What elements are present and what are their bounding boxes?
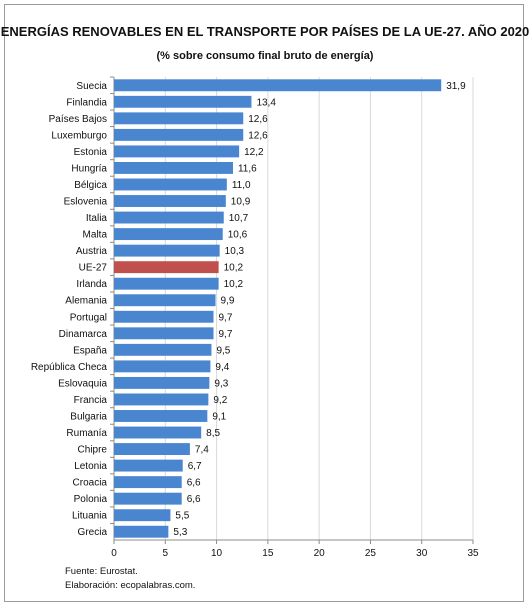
- data-label: 9,7: [218, 312, 232, 323]
- x-tick-label: 25: [365, 548, 377, 559]
- data-label: 9,7: [218, 329, 232, 340]
- bar: [114, 128, 244, 141]
- data-label: 10,6: [228, 230, 248, 241]
- credit-note: Elaboración: ecopalabras.com.: [65, 580, 196, 591]
- bar: [114, 244, 220, 257]
- bar: [114, 459, 183, 472]
- chart-subtitle: (% sobre consumo final bruto de energía): [156, 50, 374, 62]
- data-label: 9,1: [212, 411, 226, 422]
- category-label: Suecia: [76, 81, 107, 92]
- bar: [114, 509, 171, 522]
- category-label: Países Bajos: [49, 114, 107, 125]
- category-label: Hungría: [71, 163, 107, 174]
- bar: [114, 112, 244, 125]
- category-label: Chipre: [78, 445, 108, 456]
- category-label: Polonia: [74, 494, 108, 505]
- bar: [114, 228, 223, 241]
- x-tick-label: 35: [467, 548, 479, 559]
- category-label: Alemania: [65, 296, 107, 307]
- data-label: 5,3: [173, 527, 187, 538]
- data-label: 10,9: [231, 197, 251, 208]
- bar: [114, 393, 209, 406]
- data-label: 9,5: [216, 345, 230, 356]
- category-label: Lituania: [72, 511, 107, 522]
- bar: [114, 79, 442, 92]
- bar: [114, 492, 182, 505]
- data-label: 31,9: [446, 81, 466, 92]
- data-label: 12,6: [248, 130, 268, 141]
- bar: [114, 376, 210, 389]
- category-label: Grecia: [78, 527, 108, 538]
- bar: [114, 343, 212, 356]
- category-label: UE-27: [79, 263, 108, 274]
- category-label: España: [73, 345, 107, 356]
- category-label: Eslovenia: [64, 197, 108, 208]
- bar: [114, 178, 227, 191]
- bar: [114, 310, 214, 323]
- category-label: Austria: [76, 246, 108, 257]
- data-label: 11,6: [238, 163, 257, 174]
- category-label: Finlandia: [66, 97, 107, 108]
- data-label: 12,2: [244, 147, 264, 158]
- x-tick-label: 5: [163, 548, 169, 559]
- data-label: 8,5: [206, 428, 220, 439]
- category-label: Luxemburgo: [51, 130, 107, 141]
- bar: [114, 426, 202, 439]
- category-label: Eslovaquia: [58, 378, 107, 389]
- bar: [114, 195, 226, 207]
- data-label: 6,7: [188, 461, 202, 472]
- x-tick-label: 30: [416, 548, 428, 559]
- bar: [114, 360, 211, 373]
- data-label: 11,0: [232, 180, 251, 191]
- category-label: Croacia: [73, 478, 108, 489]
- x-tick-label: 0: [111, 548, 117, 559]
- category-label: Malta: [83, 230, 108, 241]
- data-label: 12,6: [248, 114, 268, 125]
- data-label: 9,3: [214, 378, 228, 389]
- chart-title: ENERGÍAS RENOVABLES EN EL TRANSPORTE POR…: [0, 24, 530, 39]
- category-label: Dinamarca: [59, 329, 108, 340]
- category-label: Letonia: [74, 461, 107, 472]
- bar: [114, 277, 219, 290]
- data-label: 6,6: [187, 478, 201, 489]
- bar: [114, 95, 252, 108]
- bar: [114, 525, 169, 538]
- bar: [114, 410, 208, 422]
- category-label: Rumanía: [66, 428, 107, 439]
- x-tick-label: 10: [211, 548, 223, 559]
- source-note: Fuente: Eurostat.: [65, 566, 138, 577]
- x-tick-label: 15: [262, 548, 274, 559]
- x-tick-label: 20: [314, 548, 326, 559]
- bar: [114, 211, 224, 224]
- data-label: 7,4: [195, 445, 209, 456]
- data-label: 6,6: [187, 494, 201, 505]
- data-label: 10,7: [229, 213, 249, 224]
- category-label: Bulgaria: [70, 411, 107, 422]
- bar: [114, 145, 240, 158]
- bar: [114, 443, 190, 456]
- data-label: 10,2: [224, 263, 244, 274]
- category-label: República Checa: [31, 362, 108, 373]
- data-label: 13,4: [256, 97, 276, 108]
- category-label: Italia: [86, 213, 108, 224]
- data-label: 9,2: [213, 395, 227, 406]
- category-label: Bélgica: [74, 180, 107, 191]
- data-label: 10,3: [225, 246, 245, 257]
- bar: [114, 261, 219, 274]
- data-label: 10,2: [224, 279, 244, 290]
- chart-frame: [4, 4, 524, 602]
- bar: [114, 327, 214, 340]
- bar: [114, 161, 233, 174]
- bar: [114, 476, 182, 489]
- bar: [114, 294, 216, 307]
- data-label: 9,4: [215, 362, 229, 373]
- category-label: Estonia: [74, 147, 108, 158]
- category-label: Francia: [74, 395, 108, 406]
- data-label: 9,9: [221, 296, 235, 307]
- category-label: Portugal: [70, 312, 107, 323]
- category-label: Irlanda: [76, 279, 107, 290]
- data-label: 5,5: [175, 511, 189, 522]
